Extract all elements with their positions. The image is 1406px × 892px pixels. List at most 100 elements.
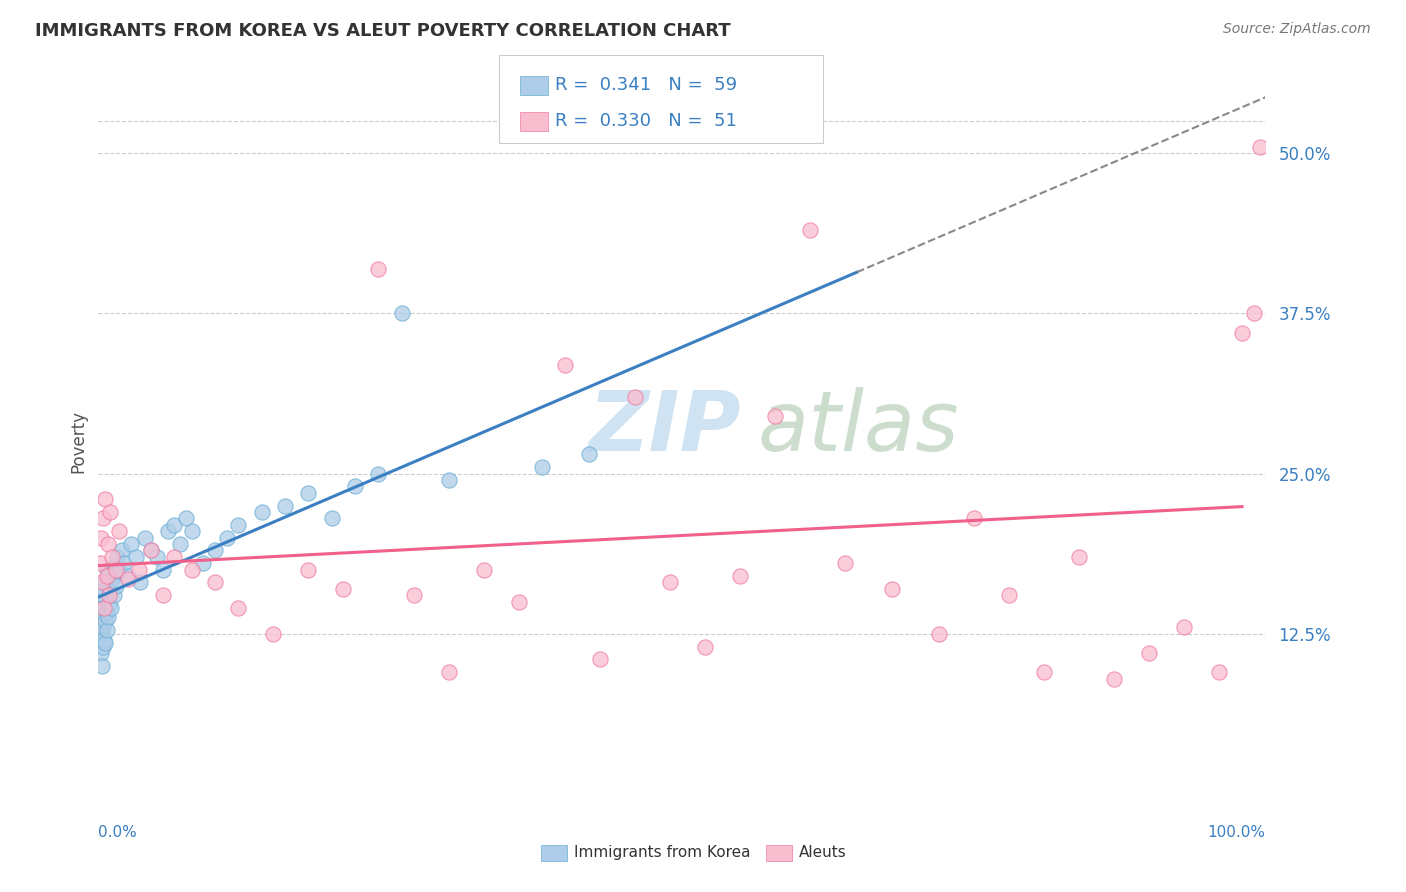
Point	[193, 556, 215, 570]
Point	[880, 582, 903, 596]
Point	[659, 575, 682, 590]
Point	[139, 543, 162, 558]
Text: Source: ZipAtlas.com: Source: ZipAtlas.com	[1223, 22, 1371, 37]
Point	[89, 614, 111, 628]
Point	[111, 543, 134, 558]
Point	[94, 575, 117, 590]
Point	[90, 595, 112, 609]
Text: 0.0%: 0.0%	[98, 825, 138, 840]
Point	[554, 358, 576, 372]
Point	[1230, 326, 1253, 340]
Point	[228, 601, 250, 615]
Text: R =  0.330   N =  51: R = 0.330 N = 51	[555, 112, 737, 130]
Point	[204, 543, 226, 558]
Point	[834, 556, 856, 570]
Point	[94, 636, 117, 650]
Point	[91, 511, 114, 525]
Point	[344, 479, 367, 493]
Point	[128, 563, 150, 577]
Point	[100, 601, 122, 615]
Point	[97, 597, 120, 611]
Point	[250, 505, 273, 519]
Point	[139, 543, 162, 558]
Point	[763, 409, 786, 423]
Point	[997, 588, 1019, 602]
Point	[799, 223, 821, 237]
Point	[962, 511, 984, 525]
Point	[163, 549, 186, 564]
Point	[94, 614, 117, 628]
Point	[1032, 665, 1054, 680]
Point	[93, 601, 115, 615]
Point	[578, 447, 600, 461]
Point	[1249, 140, 1271, 154]
Point	[96, 563, 118, 577]
Point	[367, 261, 389, 276]
Point	[367, 467, 389, 481]
Point	[508, 595, 530, 609]
Point	[730, 569, 752, 583]
Point	[105, 549, 128, 564]
Point	[97, 610, 120, 624]
Point	[120, 537, 142, 551]
Point	[117, 572, 139, 586]
Point	[108, 563, 131, 577]
Text: IMMIGRANTS FROM KOREA VS ALEUT POVERTY CORRELATION CHART: IMMIGRANTS FROM KOREA VS ALEUT POVERTY C…	[35, 22, 731, 40]
Point	[180, 563, 202, 577]
Text: R =  0.341   N =  59: R = 0.341 N = 59	[555, 76, 738, 94]
Point	[91, 588, 114, 602]
Point	[89, 556, 111, 570]
Point	[129, 575, 152, 590]
Point	[98, 505, 121, 519]
Point	[117, 569, 139, 583]
Point	[332, 582, 354, 596]
Point	[97, 579, 120, 593]
Point	[1208, 665, 1230, 680]
Point	[103, 588, 125, 602]
Y-axis label: Poverty: Poverty	[69, 410, 87, 473]
Point	[90, 575, 112, 590]
Point	[125, 549, 148, 564]
Point	[93, 582, 115, 596]
Point	[1102, 672, 1125, 686]
Point	[228, 517, 250, 532]
Text: Immigrants from Korea: Immigrants from Korea	[574, 846, 751, 860]
Point	[97, 537, 120, 551]
Text: Aleuts: Aleuts	[799, 846, 846, 860]
Point	[90, 658, 112, 673]
Point	[93, 633, 115, 648]
Point	[695, 640, 717, 654]
Point	[180, 524, 202, 539]
Point	[163, 517, 186, 532]
Point	[472, 563, 495, 577]
Point	[90, 601, 112, 615]
Point	[274, 499, 297, 513]
Point	[97, 566, 120, 581]
Point	[104, 579, 127, 593]
Point	[104, 558, 127, 573]
Point	[262, 626, 284, 640]
Point	[321, 511, 343, 525]
Point	[134, 531, 156, 545]
Text: ZIP: ZIP	[589, 387, 741, 468]
Point	[215, 531, 238, 545]
Point	[391, 306, 413, 320]
Point	[624, 390, 647, 404]
Point	[589, 652, 612, 666]
Point	[90, 646, 112, 660]
Text: atlas: atlas	[758, 387, 959, 468]
Point	[101, 549, 124, 564]
Point	[101, 572, 124, 586]
Text: 100.0%: 100.0%	[1208, 825, 1265, 840]
Point	[104, 563, 127, 577]
Point	[1173, 620, 1195, 634]
Point	[402, 588, 425, 602]
Point	[96, 623, 118, 637]
Point	[437, 473, 460, 487]
Point	[157, 524, 180, 539]
Point	[98, 584, 121, 599]
Point	[169, 537, 191, 551]
Point	[93, 607, 115, 622]
Point	[928, 626, 950, 640]
Point	[437, 665, 460, 680]
